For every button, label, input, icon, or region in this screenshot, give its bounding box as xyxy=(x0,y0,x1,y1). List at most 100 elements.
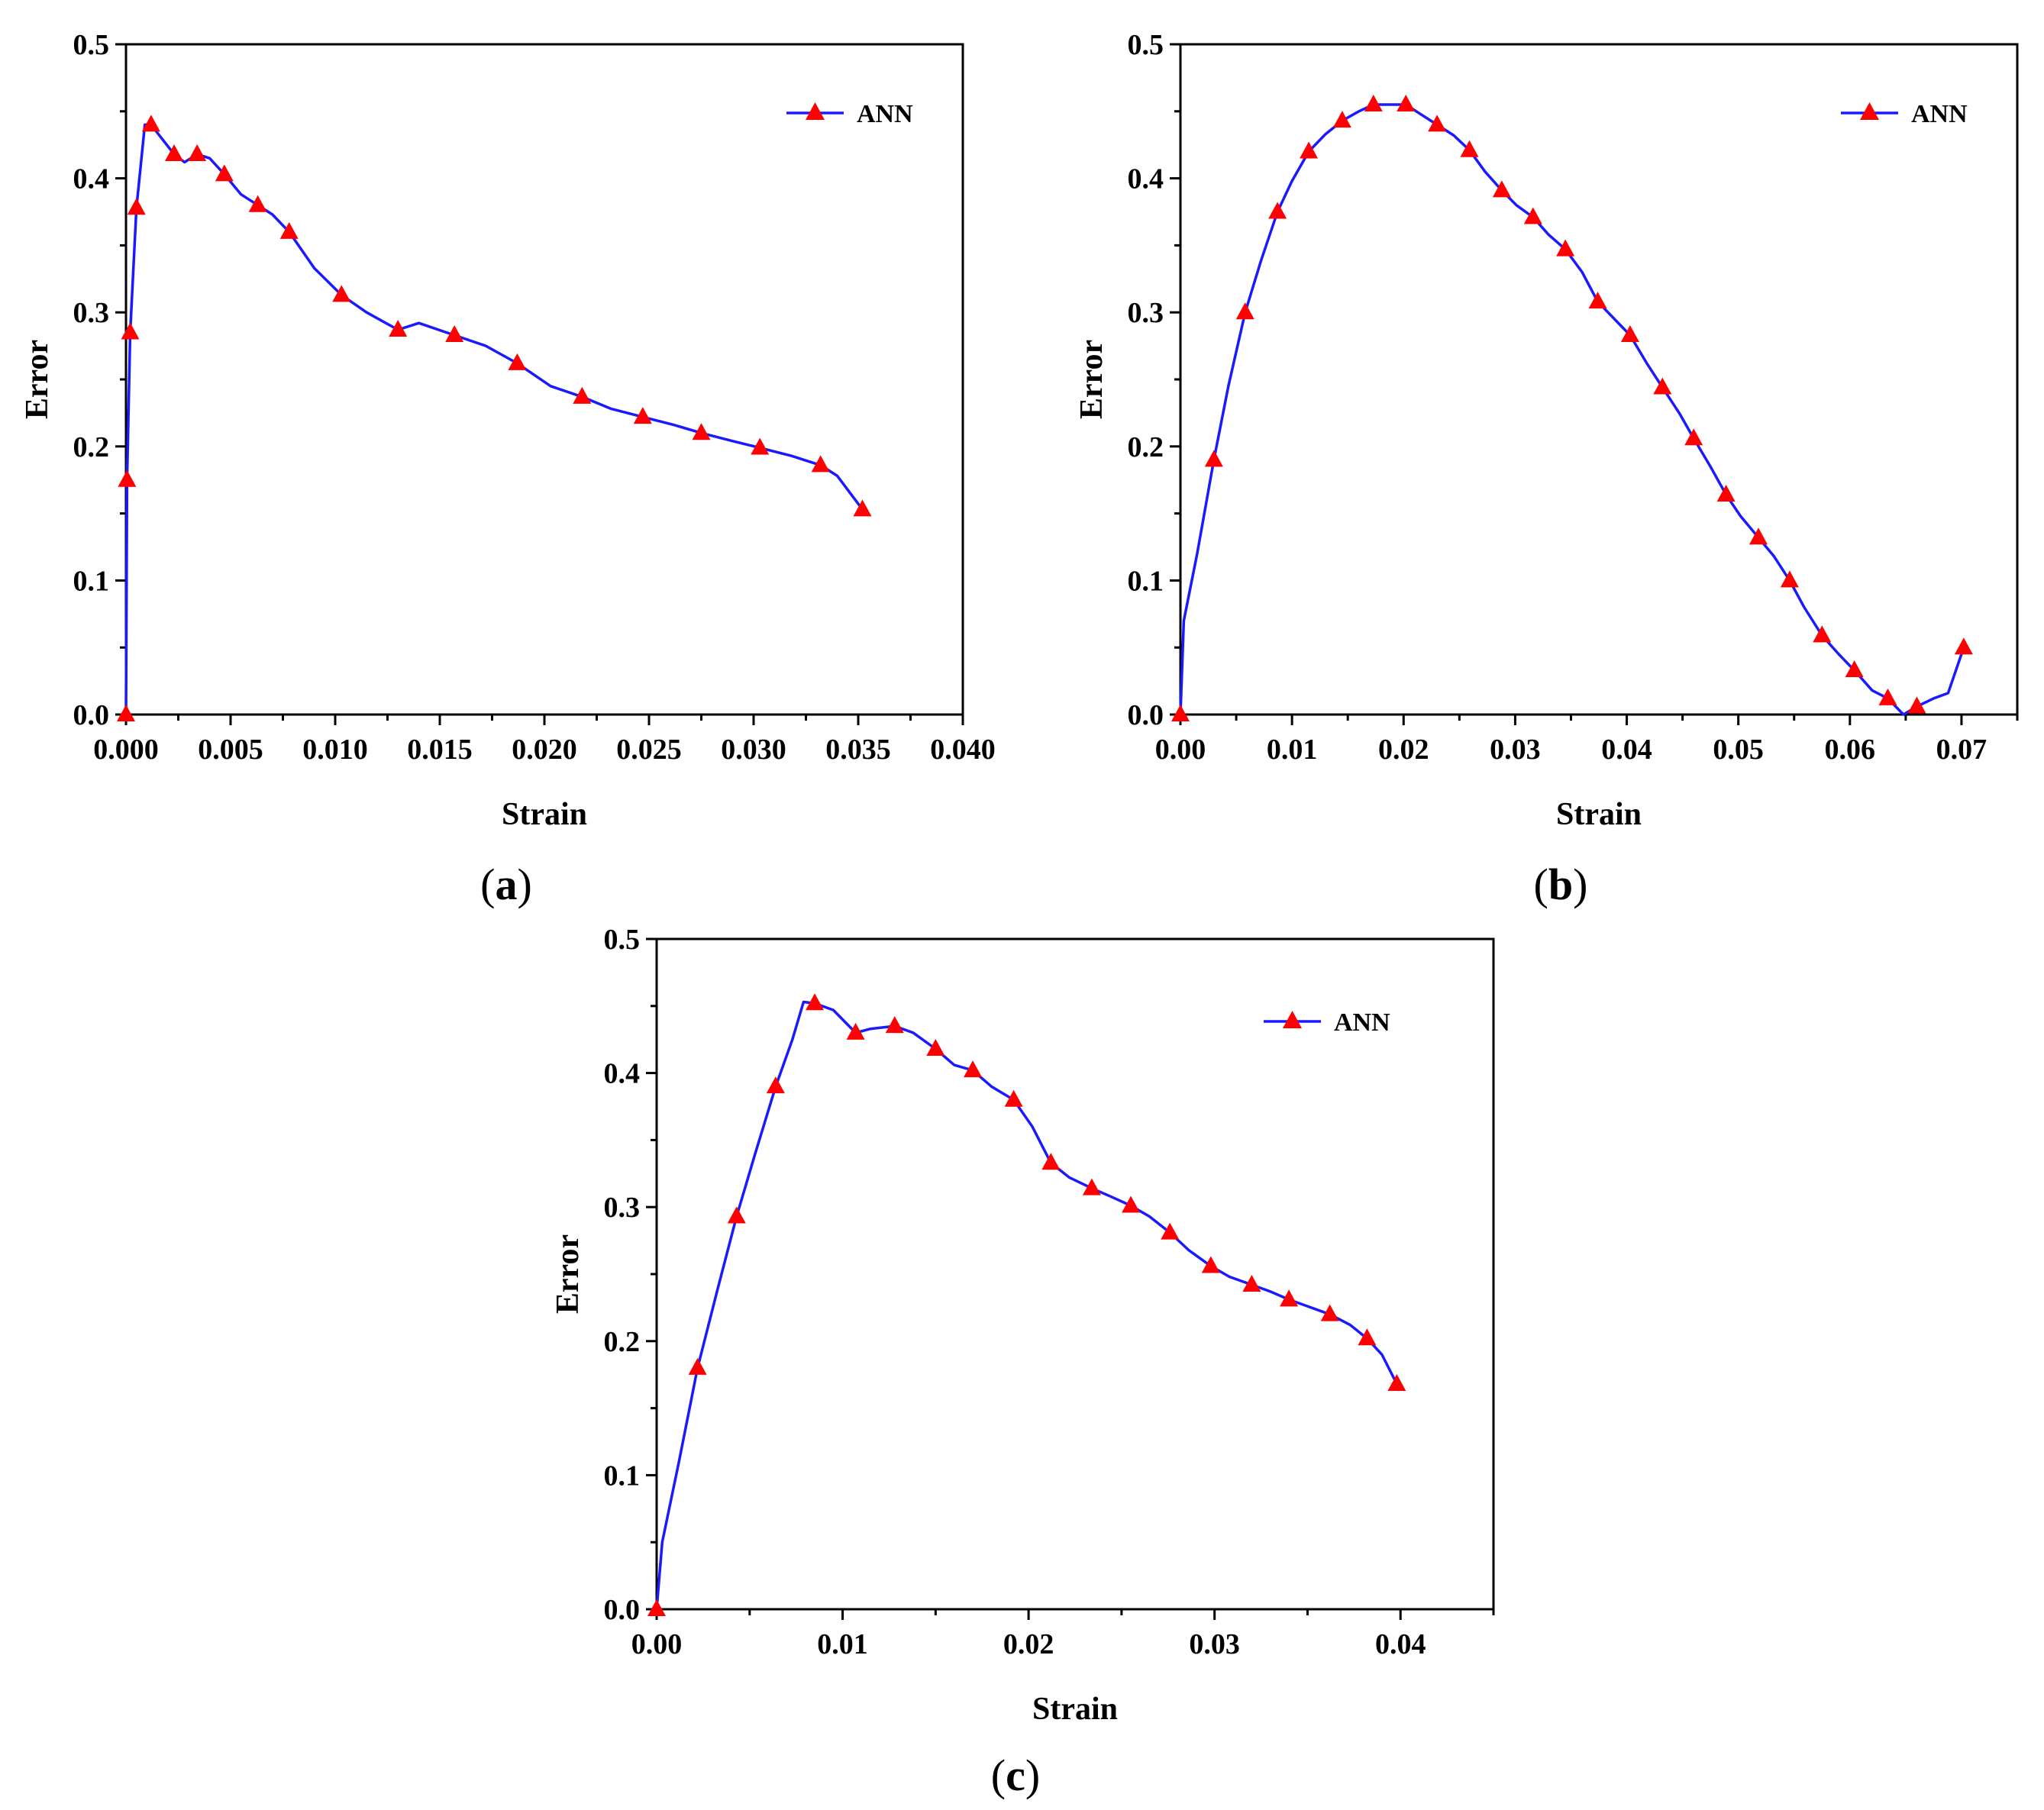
y-axis-title: Error xyxy=(551,1234,586,1314)
legend-marker-swatch xyxy=(1860,102,1879,120)
x-tick-label: 0.01 xyxy=(1267,734,1318,766)
x-tick-label: 0.04 xyxy=(1601,734,1652,766)
x-tick-labels: 0.00 0.01 0.02 0.03 0.04 xyxy=(631,1628,1426,1660)
data-marker xyxy=(121,322,140,340)
y-tick-label: 0.0 xyxy=(1128,699,1164,731)
x-tick-label: 0.06 xyxy=(1825,734,1876,766)
data-marker xyxy=(1122,1195,1141,1213)
y-tick-label: 0.5 xyxy=(1128,29,1164,61)
data-marker xyxy=(445,325,464,343)
data-marker xyxy=(248,195,267,212)
y-axis-title: Error xyxy=(1074,340,1109,419)
data-marker xyxy=(188,144,207,161)
y-tick-label: 0.4 xyxy=(1128,163,1164,195)
x-axis-title: Strain xyxy=(1032,1692,1118,1727)
data-marker xyxy=(1161,1222,1180,1240)
data-marker xyxy=(1332,111,1351,128)
tick-marks xyxy=(646,937,1495,1620)
legend: ANN xyxy=(1264,1008,1390,1037)
y-axis-title: Error xyxy=(20,340,55,419)
x-tick-label: 0.03 xyxy=(1189,1628,1240,1660)
y-tick-label: 0.3 xyxy=(604,1192,641,1224)
data-marker xyxy=(127,198,146,215)
panel-label-a-letter: a xyxy=(496,860,518,909)
data-marker xyxy=(1588,292,1607,309)
y-tick-labels: 0.0 0.1 0.2 0.3 0.4 0.5 xyxy=(1128,29,1164,731)
data-marker xyxy=(389,320,408,337)
plot-frame xyxy=(655,937,1495,1611)
x-tick-label: 0.025 xyxy=(616,734,682,766)
legend: ANN xyxy=(786,100,913,128)
x-tick-label: 0.03 xyxy=(1490,734,1541,766)
series-layer xyxy=(1171,95,1973,721)
data-marker xyxy=(1813,625,1832,643)
x-tick-label: 0.000 xyxy=(93,734,159,766)
y-tick-label: 0.0 xyxy=(604,1594,641,1626)
legend-label: ANN xyxy=(857,100,913,128)
y-tick-label: 0.2 xyxy=(1128,431,1164,463)
y-tick-labels: 0.0 0.1 0.2 0.3 0.4 0.5 xyxy=(604,924,641,1626)
x-tick-label: 0.030 xyxy=(721,734,786,766)
data-marker xyxy=(1320,1304,1339,1321)
data-marker xyxy=(1460,140,1479,157)
tick-marks xyxy=(1170,43,2019,725)
x-tick-label: 0.020 xyxy=(512,734,577,766)
x-tick-label: 0.02 xyxy=(1378,734,1429,766)
data-marker xyxy=(1684,428,1703,446)
data-marker xyxy=(1716,485,1736,502)
y-tick-label: 0.5 xyxy=(73,29,110,61)
data-marker xyxy=(692,423,711,440)
data-marker xyxy=(1171,705,1190,721)
x-axis-title: Strain xyxy=(502,797,587,832)
chart-panel-a: 0.000 0.005 0.010 0.015 0.020 0.025 0.030 0.035… xyxy=(20,29,996,909)
legend-label: ANN xyxy=(1911,100,1968,128)
chart-panel-c: 0.00 0.01 0.02 0.03 0.04 0.00.10.20.30.40.5 … xyxy=(551,924,1495,1800)
data-marker xyxy=(1428,115,1447,132)
data-marker xyxy=(926,1038,945,1056)
x-tick-label: 0.040 xyxy=(930,734,996,766)
x-tick-label: 0.07 xyxy=(1936,734,1987,766)
data-marker xyxy=(1300,141,1319,159)
data-marker xyxy=(1280,1289,1299,1307)
data-marker xyxy=(1523,207,1542,224)
y-tick-label: 0.4 xyxy=(604,1058,641,1090)
data-marker xyxy=(1954,637,1973,655)
data-marker xyxy=(573,386,592,404)
y-tick-label: 0.3 xyxy=(73,297,110,329)
panel-label-a: (a) xyxy=(480,860,532,909)
y-tick-label: 0.2 xyxy=(73,431,110,463)
series-line-ann xyxy=(124,123,864,715)
x-tick-label: 0.04 xyxy=(1375,1628,1426,1660)
panel-label-c: (c) xyxy=(991,1750,1040,1800)
plot-frame xyxy=(1179,43,2019,716)
data-marker xyxy=(1387,1373,1406,1391)
x-tick-labels: 0.000 0.005 0.010 0.015 0.020 0.025 0.030 0.035… xyxy=(93,734,996,766)
data-marker xyxy=(964,1060,983,1078)
data-marker xyxy=(811,455,830,473)
y-tick-label: 0.1 xyxy=(1128,565,1164,597)
y-tick-label: 0.1 xyxy=(604,1460,641,1492)
data-marker xyxy=(1201,1256,1220,1273)
y-tick-label: 0.5 xyxy=(604,924,641,956)
x-tick-label: 0.00 xyxy=(631,1628,683,1660)
data-marker xyxy=(727,1206,746,1224)
data-marker xyxy=(508,353,527,370)
data-marker xyxy=(1653,377,1672,395)
data-marker xyxy=(1492,180,1511,198)
x-tick-label: 0.035 xyxy=(825,734,891,766)
y-tick-label: 0.3 xyxy=(1128,297,1164,329)
data-marker xyxy=(118,469,137,487)
data-marker xyxy=(853,499,872,517)
x-tick-label: 0.05 xyxy=(1713,734,1764,766)
data-marker xyxy=(1204,450,1223,467)
x-tick-label: 0.005 xyxy=(198,734,263,766)
y-tick-label: 0.4 xyxy=(73,163,110,195)
series-layer xyxy=(117,115,872,721)
data-marker xyxy=(215,164,234,182)
data-marker xyxy=(1845,660,1864,678)
series-line-ann xyxy=(1179,103,1965,716)
data-marker xyxy=(688,1357,707,1375)
data-marker xyxy=(885,1016,904,1034)
panel-label-b-letter: b xyxy=(1548,860,1573,909)
plot-frame xyxy=(124,43,964,716)
